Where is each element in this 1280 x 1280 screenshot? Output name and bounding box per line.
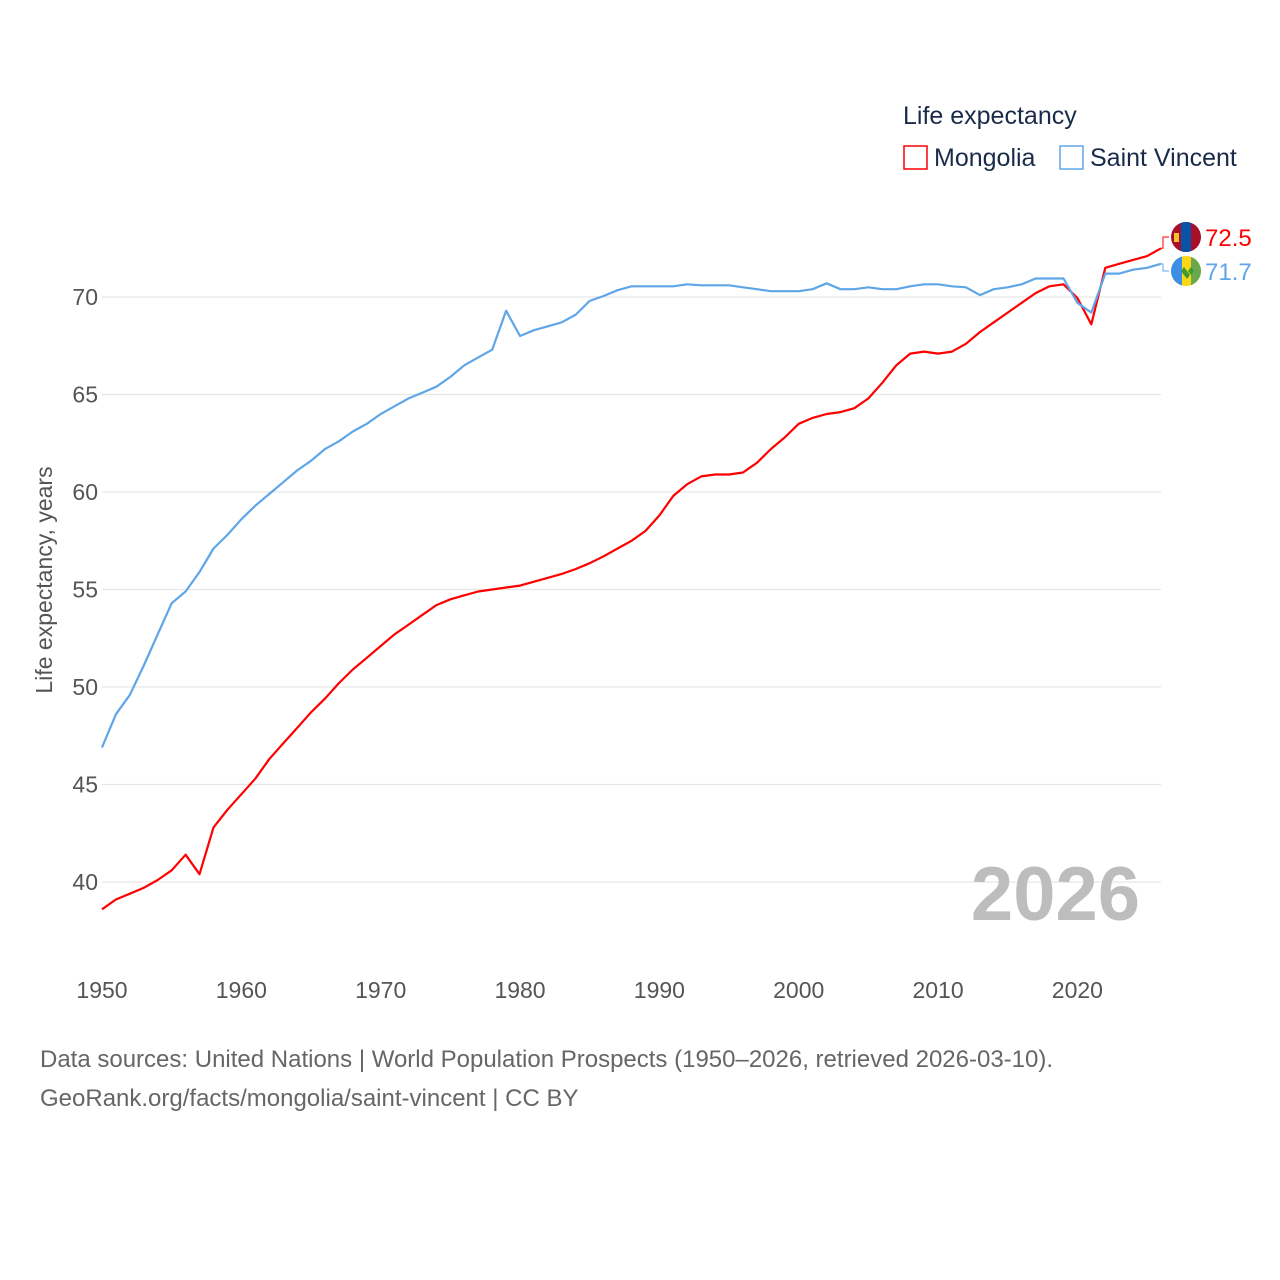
x-tick-label: 1990 xyxy=(634,977,685,1003)
x-tick-label: 2010 xyxy=(912,977,963,1003)
x-tick-label: 2000 xyxy=(773,977,824,1003)
y-tick-label: 55 xyxy=(72,577,98,603)
y-tick-label: 70 xyxy=(72,284,98,310)
series-line-saint-vincent xyxy=(100,262,1162,748)
end-connector xyxy=(1161,236,1169,249)
x-tick-label: 1960 xyxy=(216,977,267,1003)
year-watermark: 2026 xyxy=(971,852,1140,937)
x-tick-label: 1950 xyxy=(76,977,127,1003)
legend-label-saint-vincent: Saint Vincent xyxy=(1090,144,1237,172)
end-label-mongolia: 72.5 xyxy=(1205,225,1252,252)
mongolia-flag-icon xyxy=(1171,222,1201,252)
x-tick-label: 2020 xyxy=(1052,977,1103,1003)
legend-title: Life expectancy xyxy=(903,102,1077,130)
legend-swatch-saint-vincent xyxy=(1059,145,1084,170)
end-connector xyxy=(1161,263,1169,272)
x-tick-label: 1970 xyxy=(355,977,406,1003)
footer-source: Data sources: United Nations | World Pop… xyxy=(40,1046,1054,1073)
legend-label-mongolia: Mongolia xyxy=(934,144,1036,172)
legend: Life expectancy Mongolia Saint Vincent xyxy=(903,102,1237,172)
saint-vincent-flag-icon xyxy=(1171,256,1201,286)
footer-link: GeoRank.org/facts/mongolia/saint-vincent… xyxy=(40,1085,579,1112)
legend-swatch-mongolia xyxy=(903,145,928,170)
y-axis-label: Life expectancy, years xyxy=(31,466,57,693)
y-tick-label: 40 xyxy=(72,869,98,895)
y-tick-label: 50 xyxy=(72,674,98,700)
series-line-mongolia xyxy=(101,247,1162,911)
end-label-saint-vincent: 71.7 xyxy=(1205,259,1252,286)
x-tick-label: 1980 xyxy=(494,977,545,1003)
y-tick-label: 60 xyxy=(72,479,98,505)
y-tick-label: 65 xyxy=(72,382,98,408)
y-tick-label: 45 xyxy=(72,772,98,798)
